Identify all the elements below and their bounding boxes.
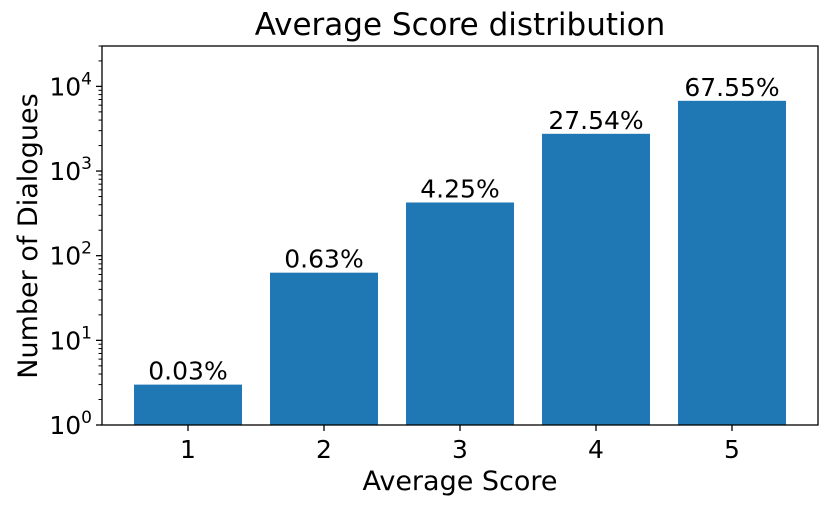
x-tick-label-1: 1 bbox=[180, 435, 196, 464]
bar-3 bbox=[406, 202, 514, 425]
x-tick-label-4: 4 bbox=[588, 435, 604, 464]
x-axis: 1 2 3 4 5 bbox=[180, 425, 740, 464]
y-tick-label: 103 bbox=[49, 154, 92, 186]
bar-5 bbox=[678, 100, 786, 425]
bars-group bbox=[134, 100, 786, 425]
x-tick-label-2: 2 bbox=[316, 435, 332, 464]
chart-title: Average Score distribution bbox=[255, 7, 666, 43]
x-tick-label-5: 5 bbox=[724, 435, 740, 464]
bar-label-4: 27.54% bbox=[548, 106, 643, 135]
bar-label-3: 4.25% bbox=[420, 175, 499, 204]
y-tick-label: 101 bbox=[49, 323, 92, 355]
y-axis-label: Number of Dialogues bbox=[13, 93, 44, 378]
y-tick-label: 104 bbox=[49, 69, 92, 101]
y-tick-label: 102 bbox=[49, 239, 92, 271]
bar-label-2: 0.63% bbox=[284, 245, 363, 274]
y-axis: 100 101 102 103 104 bbox=[49, 45, 102, 440]
bar-4 bbox=[542, 133, 650, 425]
y-tick-label: 100 bbox=[49, 408, 92, 440]
bar-labels-group: 0.03% 0.63% 4.25% 27.54% 67.55% bbox=[148, 73, 779, 386]
plot-frame bbox=[101, 45, 819, 426]
x-tick-label-3: 3 bbox=[452, 435, 468, 464]
bar-label-5: 67.55% bbox=[684, 73, 779, 102]
x-axis-label: Average Score bbox=[362, 466, 557, 497]
bar-1 bbox=[134, 384, 242, 425]
bar-2 bbox=[270, 272, 378, 425]
bar-label-1: 0.03% bbox=[148, 357, 227, 386]
